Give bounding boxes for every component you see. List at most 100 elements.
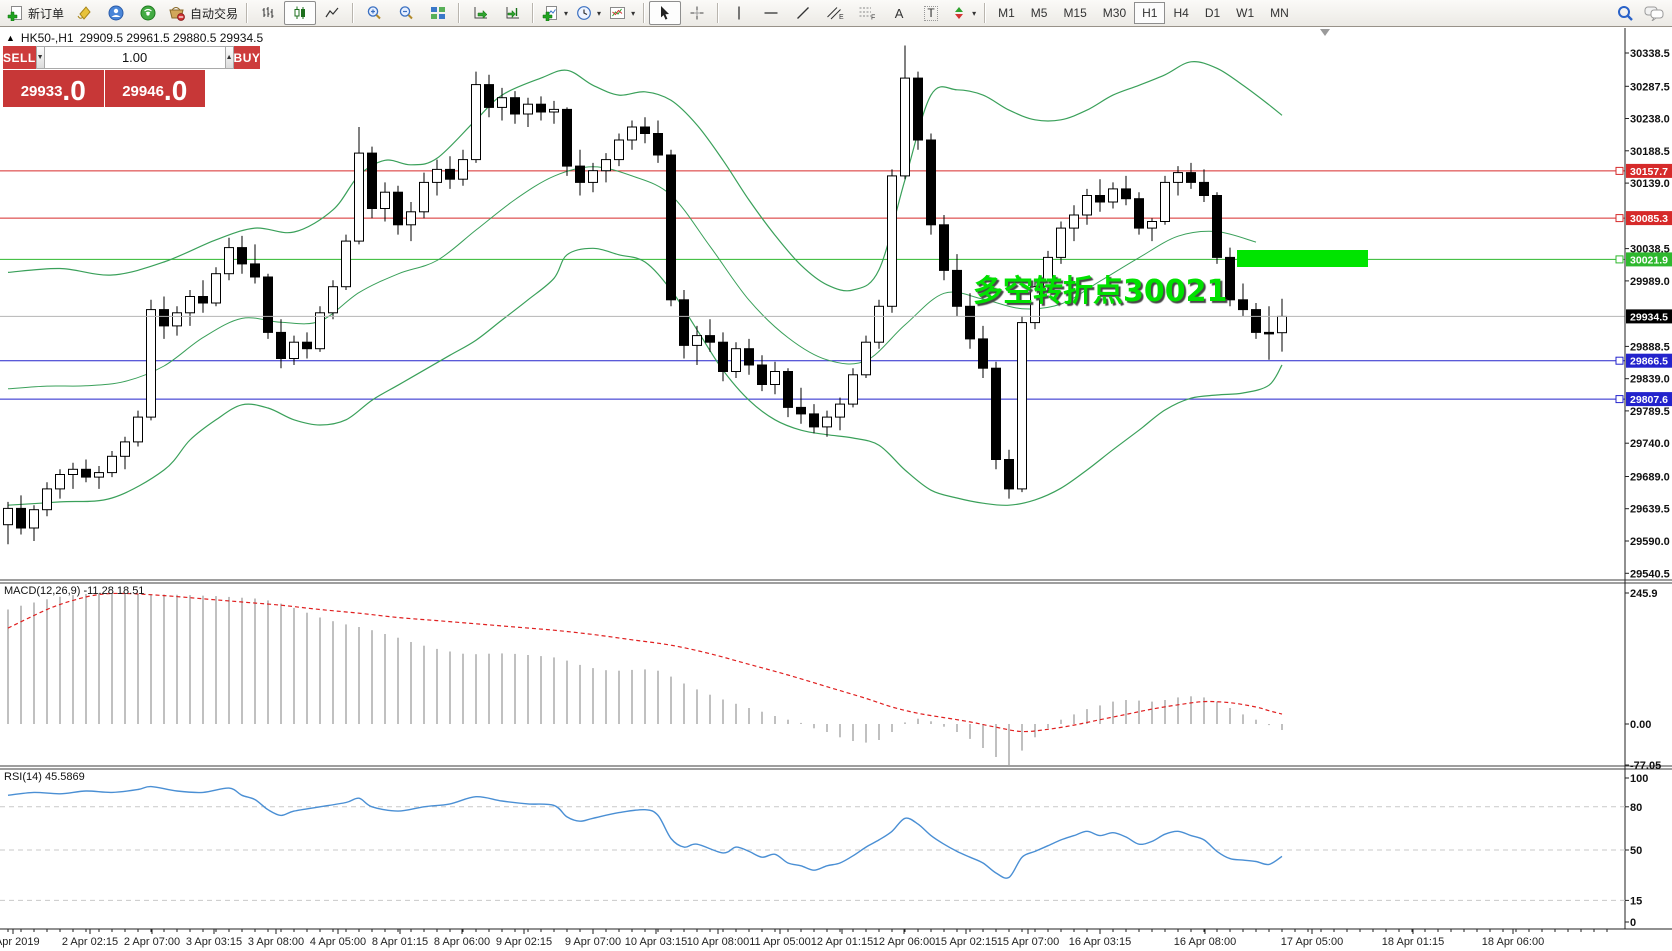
chart-text-annotation[interactable]: 多空转折点30021 bbox=[973, 274, 1228, 309]
chart-shift-marker[interactable] bbox=[1320, 29, 1330, 36]
time-label: 2 Apr 07:00 bbox=[124, 936, 180, 948]
autotrading-button[interactable]: 自动交易 bbox=[164, 1, 242, 25]
crosshair-tool-button[interactable] bbox=[681, 1, 713, 25]
rsi-scale-label: 100 bbox=[1630, 773, 1648, 785]
indicators-button[interactable]: ▾ bbox=[538, 1, 572, 25]
bar-chart-type-button[interactable] bbox=[252, 1, 284, 25]
candle-body bbox=[913, 77, 923, 141]
new-order-button[interactable]: 新订单 bbox=[3, 1, 68, 25]
candle-body bbox=[848, 374, 858, 405]
signals-button[interactable] bbox=[132, 1, 164, 25]
auto-scroll-icon bbox=[474, 7, 487, 20]
equidistant-channel-tool-button[interactable]: E bbox=[819, 1, 851, 25]
sell-button[interactable]: SELL bbox=[3, 46, 36, 69]
candle-body bbox=[432, 168, 442, 183]
buy-button[interactable]: BUY bbox=[233, 46, 261, 69]
candle-body bbox=[783, 371, 793, 408]
trendline-tool-button[interactable] bbox=[787, 1, 819, 25]
timeframe-button-H1[interactable]: H1 bbox=[1134, 2, 1166, 24]
text-tool-button[interactable]: A bbox=[883, 1, 915, 25]
sell-price-panel[interactable]: 29933 .0 bbox=[3, 70, 104, 107]
rsi-scale-label: 80 bbox=[1630, 802, 1642, 814]
rsi-pane: 100 80 50 15 0 bbox=[0, 773, 1648, 929]
volume-decrease-button[interactable]: ▼ bbox=[35, 46, 45, 69]
cursor-tool-button[interactable] bbox=[649, 1, 682, 25]
timeframe-button-M30[interactable]: M30 bbox=[1102, 6, 1127, 20]
tile-windows-icon bbox=[431, 7, 446, 19]
chart-ohlc-values: 29909.5 29961.5 29880.5 29934.5 bbox=[79, 31, 264, 45]
candle-body bbox=[887, 175, 897, 307]
candle-body bbox=[172, 312, 182, 327]
chart-shift-button[interactable] bbox=[496, 1, 528, 25]
community-button[interactable] bbox=[100, 1, 132, 25]
templates-button[interactable]: ▾ bbox=[605, 1, 639, 25]
time-label: 12 Apr 01:15 bbox=[811, 936, 873, 948]
timeframe-button-W1[interactable]: W1 bbox=[1236, 6, 1255, 20]
candle-body bbox=[1134, 198, 1144, 229]
candle-body bbox=[1004, 459, 1014, 490]
horizontal-line-tool-button[interactable] bbox=[755, 1, 787, 25]
price-tick-label: 30139.0 bbox=[1630, 178, 1670, 190]
hline-price-label-text: 30021.9 bbox=[1630, 254, 1668, 266]
collapse-panel-arrow-icon[interactable]: ▲ bbox=[6, 33, 15, 43]
timeframe-button-MN[interactable]: MN bbox=[1270, 6, 1289, 20]
time-label: 9 Apr 02:15 bbox=[496, 936, 552, 948]
candle-body bbox=[874, 305, 884, 343]
fibonacci-tool-button[interactable]: F bbox=[851, 1, 883, 25]
line-drag-handle[interactable] bbox=[1615, 395, 1624, 404]
candle-body bbox=[627, 126, 637, 141]
chat-icon[interactable] bbox=[1644, 5, 1664, 21]
candle-body bbox=[770, 371, 780, 385]
line-drag-handle[interactable] bbox=[1615, 356, 1624, 365]
line-drag-handle[interactable] bbox=[1615, 214, 1624, 223]
candle-body bbox=[796, 406, 806, 415]
candle-body bbox=[1017, 322, 1027, 490]
candle-body bbox=[198, 296, 208, 304]
profiles-button[interactable] bbox=[68, 1, 100, 25]
auto-scroll-button[interactable] bbox=[464, 1, 496, 25]
vertical-line-tool-button[interactable] bbox=[723, 1, 755, 25]
hline-price-label-bg bbox=[1626, 392, 1672, 407]
volume-increase-button[interactable]: ▲ bbox=[224, 46, 234, 69]
zoom-out-button[interactable] bbox=[390, 1, 422, 25]
candle-body bbox=[666, 154, 676, 301]
timeframe-button-M15[interactable]: M15 bbox=[1063, 6, 1087, 20]
volume-input[interactable] bbox=[44, 46, 225, 69]
green-highlight-box[interactable] bbox=[1237, 250, 1368, 267]
signal-broadcast-icon bbox=[140, 5, 156, 21]
timeframe-button-M1[interactable]: M1 bbox=[998, 6, 1015, 20]
line-chart-type-button[interactable] bbox=[316, 1, 348, 25]
arrows-tool-button[interactable]: ▾ bbox=[947, 1, 980, 25]
line-drag-handle[interactable] bbox=[1615, 166, 1624, 175]
hline-price-label-text: 29807.6 bbox=[1630, 394, 1668, 406]
candle-body bbox=[406, 211, 416, 226]
search-icon[interactable] bbox=[1617, 5, 1634, 22]
text-label-tool-button[interactable]: T bbox=[915, 1, 947, 25]
candle-body bbox=[978, 338, 988, 369]
dropdown-caret-icon: ▾ bbox=[972, 8, 977, 18]
tile-windows-button[interactable] bbox=[422, 1, 454, 25]
zoom-in-button[interactable] bbox=[358, 1, 390, 25]
timeframe-button-D1[interactable]: D1 bbox=[1204, 6, 1221, 20]
price-scale[interactable] bbox=[1626, 28, 1672, 929]
time-label: 18 Apr 06:00 bbox=[1482, 936, 1544, 948]
candle-body bbox=[224, 247, 234, 275]
buy-price-panel[interactable]: 29946 .0 bbox=[104, 70, 205, 107]
line-drag-handle[interactable] bbox=[1615, 255, 1624, 264]
candle-body bbox=[250, 263, 260, 278]
candle-body bbox=[380, 191, 390, 209]
candlestick-chart-type-button[interactable] bbox=[284, 1, 317, 25]
candle-body bbox=[757, 364, 767, 385]
timeframe-button-H4[interactable]: H4 bbox=[1173, 6, 1189, 20]
timeframe-button-M5[interactable]: M5 bbox=[1030, 6, 1048, 20]
horizontal-line-icon bbox=[764, 12, 778, 14]
hline-price-label: 30085.3 bbox=[1626, 211, 1672, 226]
price-tick-label: 30338.5 bbox=[1630, 48, 1670, 60]
bollinger-middle-band bbox=[7, 166, 1257, 390]
candle-body bbox=[497, 97, 507, 108]
periods-button[interactable]: ▾ bbox=[572, 1, 605, 25]
candle-body bbox=[562, 108, 572, 167]
rsi-scale-label: 15 bbox=[1630, 895, 1642, 907]
time-scale[interactable] bbox=[0, 930, 1625, 951]
